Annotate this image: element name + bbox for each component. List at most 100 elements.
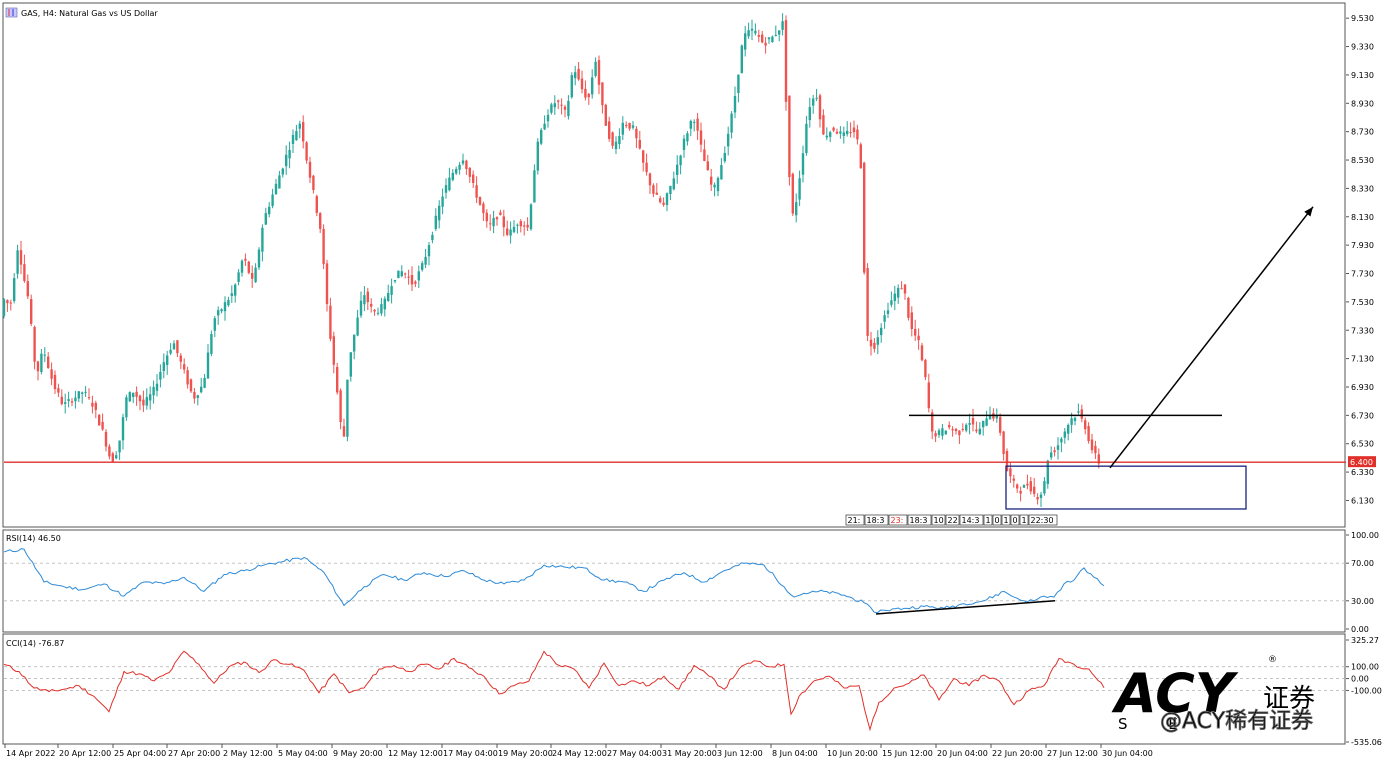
candle-body: [713, 184, 716, 188]
candle-body: [70, 401, 74, 403]
candle-body: [512, 226, 516, 233]
rsi-divergence-line[interactable]: [875, 600, 1056, 615]
candle-body: [910, 312, 913, 329]
candle-body: [832, 127, 835, 131]
candle-body: [492, 217, 495, 227]
session-label: 14:3: [962, 516, 980, 525]
candle-body: [1033, 486, 1036, 494]
candle-body: [890, 300, 893, 305]
indicator-tick-label: 0.00: [1351, 625, 1369, 634]
current-price-badge: [1348, 456, 1376, 468]
candle-body: [509, 229, 512, 236]
candle-body: [60, 396, 63, 405]
session-label-box: [1019, 514, 1029, 526]
candle-body: [533, 170, 536, 203]
candle-body: [893, 293, 896, 301]
candle-body: [611, 132, 614, 146]
candle-body: [689, 120, 692, 129]
session-label-box: [888, 514, 908, 526]
consolidation-box[interactable]: [1005, 465, 1247, 510]
candle-body: [682, 138, 686, 150]
candle-body: [696, 118, 699, 131]
candle-body: [1043, 481, 1046, 494]
candle-body: [421, 263, 424, 270]
candle-body: [733, 96, 737, 113]
candle-body: [472, 174, 475, 183]
candle-body: [597, 60, 601, 85]
candle-body: [563, 106, 567, 110]
price-tick-label: 6.330: [1351, 468, 1374, 477]
candle-body: [349, 352, 352, 377]
candle-body: [720, 165, 723, 180]
candle-body: [169, 349, 172, 354]
candle-body: [1080, 409, 1083, 419]
candle-body: [869, 339, 873, 347]
candle-body: [305, 142, 308, 161]
candle-body: [1012, 478, 1015, 481]
candle-body: [502, 216, 505, 228]
candle-body: [937, 430, 941, 436]
candle-body: [451, 172, 454, 180]
candle-body: [788, 95, 791, 178]
rsi-panel-frame: [2, 529, 1346, 633]
candle-body: [706, 161, 709, 171]
candle-body: [47, 356, 50, 369]
candle-body: [958, 430, 961, 436]
candle-body: [162, 362, 165, 372]
candle-body: [489, 223, 492, 225]
candle-body: [669, 185, 672, 194]
trend-arrow-line[interactable]: [1109, 206, 1314, 469]
candle-body: [128, 392, 131, 402]
time-tick-label: 24 May 12:00: [552, 749, 607, 758]
candle-body: [1070, 418, 1073, 425]
candle-body: [189, 379, 193, 392]
candle-body: [220, 309, 223, 312]
candle-body: [438, 205, 441, 221]
candle-body: [761, 34, 764, 43]
candle-body: [101, 421, 104, 430]
candle-body: [1029, 481, 1032, 492]
candle-body: [404, 273, 407, 275]
rsi-axis: 100.00 70.00 30.00 0.00: [1346, 531, 1379, 634]
candle-body: [57, 388, 60, 393]
candle-body: [1063, 431, 1066, 438]
candle-body: [285, 154, 288, 167]
session-label: 10: [934, 516, 944, 525]
candle-body: [642, 150, 645, 163]
candle-body: [995, 415, 998, 419]
indicator-line: [3, 650, 1105, 732]
candle-body: [166, 355, 169, 365]
candle-body: [863, 162, 866, 273]
candle-body: [529, 204, 533, 230]
candle-body: [1002, 431, 1005, 454]
chart-annotations: 6.400: [4, 206, 1376, 510]
time-tick-label: 27 Apr 20:00: [168, 749, 220, 758]
candle-body: [999, 416, 1002, 433]
indicator-tick-label: 100.00: [1351, 663, 1379, 672]
candle-body: [897, 287, 900, 298]
candle-body: [121, 417, 125, 441]
candle-body: [519, 221, 522, 227]
candle-body: [281, 168, 284, 175]
candle-body: [485, 212, 488, 222]
time-tick-label: 10 Jun 20:00: [827, 749, 878, 758]
candle-body: [43, 354, 46, 356]
session-label: 0: [995, 516, 1000, 525]
candle-body: [557, 100, 560, 102]
candle-body: [876, 337, 879, 345]
time-tick-label: 27 Jun 12:00: [1047, 749, 1098, 758]
time-tick-label: 25 Apr 04:00: [114, 749, 166, 758]
candle-body: [1036, 496, 1039, 500]
candle-body: [849, 132, 852, 134]
candle-body: [584, 88, 587, 98]
price-tick-label: 8.530: [1351, 156, 1374, 165]
time-axis: 14 Apr 2022 20 Apr 12:00 25 Apr 04:00 27 Ap…: [4, 744, 1153, 758]
candle-body: [903, 284, 907, 294]
candle-body: [342, 426, 346, 437]
candle-body: [145, 397, 148, 406]
session-label-box: [959, 514, 984, 526]
candle-body: [727, 133, 730, 147]
session-label: 1: [1004, 516, 1009, 525]
symbol-label: GAS, H4: Natural Gas vs US Dollar: [21, 9, 158, 18]
